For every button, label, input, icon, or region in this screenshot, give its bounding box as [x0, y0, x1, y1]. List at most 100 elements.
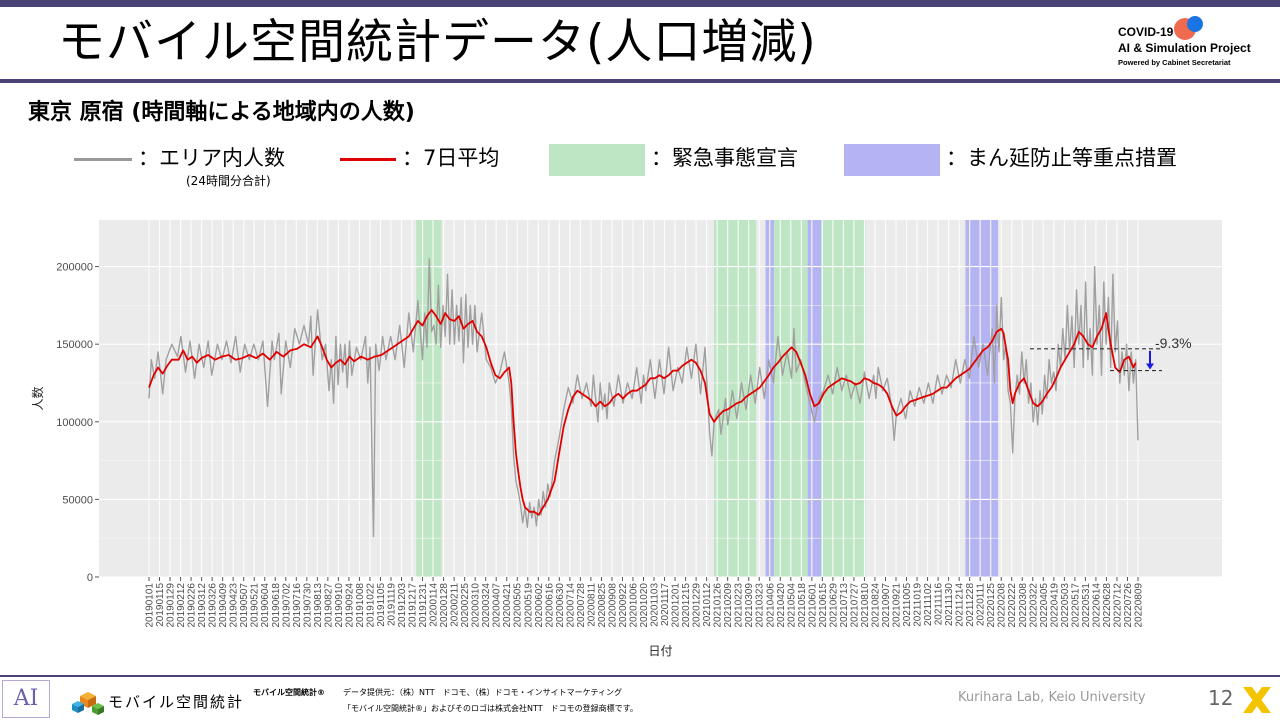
footer-registered-mark: モバイル空間統計®	[253, 688, 325, 697]
x-tick-label: 20210713	[839, 583, 850, 628]
x-tick-label: 20190521	[250, 583, 261, 628]
top-accent-bar	[0, 0, 1280, 7]
x-tick-label: 20210223	[734, 583, 745, 628]
change-arrow-head	[1146, 363, 1154, 370]
x-tick-label: 20220614	[1091, 583, 1102, 628]
x-tick-label: 20210504	[786, 583, 797, 628]
x-tick-label: 20200519	[523, 583, 534, 628]
x-tick-label: 20220405	[1039, 583, 1050, 628]
x-tick-label: 20211228	[965, 583, 976, 627]
x-tick-label: 20220726	[1123, 583, 1134, 628]
x-tick-label: 20201103	[650, 583, 661, 627]
x-tick-label: 20210615	[818, 583, 829, 628]
kurihara-lab-logo: AI	[2, 680, 50, 718]
x-tick-label: 20200616	[544, 583, 555, 628]
legend-semi-emergency-label: ：まん延防止等重点措置	[946, 146, 1177, 170]
x-tick-label: 20210601	[807, 583, 818, 628]
x-tick-label: 20210907	[881, 583, 892, 628]
x-tick-label: 20191217	[408, 583, 419, 628]
logo-line2: AI & Simulation Project	[1118, 41, 1251, 55]
x-tick-label: 20220308	[1018, 583, 1029, 628]
logo-line1: COVID-19	[1118, 25, 1174, 39]
change-annotation-label: -9.3%	[1155, 335, 1192, 351]
legend-emergency-label: ：緊急事態宣言	[651, 146, 798, 170]
x-tick-label: 20191105	[376, 583, 387, 627]
x-tick-label: 20211102	[923, 583, 934, 626]
x-tick-label: 20220809	[1134, 583, 1145, 628]
page-number: 12	[1208, 686, 1234, 710]
footer-trademark: 「モバイル空間統計®」およびそのロゴは株式会社NTT ドコモの登録商標です。	[343, 704, 638, 713]
x-tick-label: 20210112	[702, 583, 713, 627]
x-tick-label: 20190129	[166, 583, 177, 628]
chart-subtitle: 東京 原宿 (時間軸による地域内の人数)	[28, 100, 415, 125]
x-tick-label: 20220712	[1112, 583, 1123, 628]
x-tick-label: 20190924	[344, 583, 355, 628]
y-tick-label: 200000	[56, 262, 93, 274]
mobile-spatial-cube-icon	[72, 692, 104, 715]
legend-daily-note: (24時間分合計)	[186, 174, 271, 188]
x-tick-label: 20191008	[355, 583, 366, 628]
x-tick-label: 20220628	[1102, 583, 1113, 628]
x-tick-label: 20200128	[439, 583, 450, 628]
legend-daily-swatch	[74, 158, 132, 161]
x-tick-label: 20201201	[671, 583, 682, 628]
x-tick-label: 20220517	[1070, 583, 1081, 628]
x-tick-label: 20190813	[313, 583, 324, 628]
x-tick-label: 20190604	[260, 583, 271, 628]
emergency-band-1	[713, 220, 757, 577]
x-tick-label: 20210420	[776, 583, 787, 628]
x-tick-label: 20211005	[902, 583, 913, 627]
x-tick-label: 20201229	[692, 583, 703, 628]
x-tick-label: 20210727	[849, 583, 860, 628]
x-tick-label: 20220322	[1028, 583, 1039, 628]
x-tick-label: 20200114	[429, 583, 440, 627]
y-tick-label: 150000	[56, 339, 93, 351]
covid-project-logo: COVID-19 AI & Simulation Project Powered…	[1116, 16, 1276, 72]
x-tick-label: 20210323	[755, 583, 766, 628]
logo-line3: Powered by Cabinet Secretariat	[1118, 58, 1231, 67]
legend-average-swatch	[340, 158, 396, 161]
series-average-line	[148, 309, 1137, 516]
footer-lab-credit: Kurihara Lab, Keio University	[958, 690, 1146, 705]
x-tick-label: 20200630	[555, 583, 566, 628]
x-tick-label: 20200825	[597, 583, 608, 628]
legend-average-label: ：7日平均	[402, 146, 500, 170]
x-tick-label: 20220125	[986, 583, 997, 628]
y-tick-label: 0	[87, 572, 93, 584]
x-tick-label: 20190226	[187, 583, 198, 628]
x-tick-label: 20200811	[586, 583, 597, 627]
x-tick-label: 20200421	[502, 583, 513, 628]
x-tick-label: 20220222	[1007, 583, 1018, 628]
x-tick-label: 20201020	[639, 583, 650, 628]
x-tick-label: 20190910	[334, 583, 345, 628]
x-tick-label: 20191119	[386, 583, 397, 626]
x-tick-label: 20190702	[281, 583, 292, 628]
x-tick-label: 20211130	[944, 583, 955, 626]
x-axis-title: 日付	[648, 644, 672, 658]
x-tick-label: 20210406	[765, 583, 776, 628]
x-tick-label: 20220208	[997, 583, 1008, 628]
x-tick-label: 20210518	[797, 583, 808, 628]
x-tick-label: 20220111	[976, 583, 987, 626]
x-tick-label: 20190212	[176, 583, 187, 628]
x-tick-label: 20200407	[492, 583, 503, 628]
x-tick-label: 20200505	[513, 583, 524, 628]
x-tick-label: 20211116	[934, 583, 945, 626]
x-tick-label: 20190423	[229, 583, 240, 628]
x-tick-label: 20190312	[197, 583, 208, 628]
semi-emergency-band-6	[965, 220, 999, 577]
y-tick-label: 100000	[56, 417, 93, 429]
project-x-icon	[1243, 687, 1271, 713]
x-tick-label: 20201006	[628, 583, 639, 628]
x-tick-label: 20200211	[450, 583, 461, 627]
footer-divider	[0, 675, 1280, 677]
x-tick-label: 20220531	[1081, 583, 1092, 628]
x-tick-label: 20200908	[607, 583, 618, 628]
legend-daily-label: ：エリア内人数	[138, 146, 285, 170]
x-tick-label: 20190101	[145, 583, 156, 628]
semi-emergency-band-4	[807, 220, 822, 577]
x-tick-label: 20200225	[460, 583, 471, 628]
title-divider	[0, 79, 1280, 83]
legend-semi-emergency-swatch	[844, 144, 940, 176]
